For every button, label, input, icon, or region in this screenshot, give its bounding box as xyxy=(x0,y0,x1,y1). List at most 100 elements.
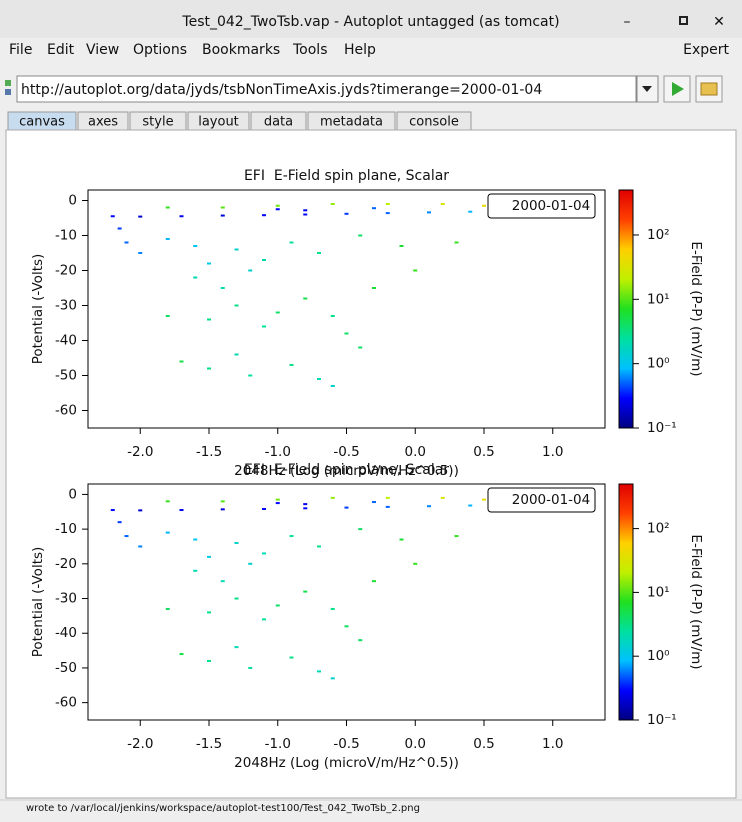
data-point xyxy=(248,374,253,377)
data-point xyxy=(234,542,239,544)
data-point xyxy=(330,315,335,317)
tab-label: axes xyxy=(88,115,118,130)
data-point xyxy=(262,325,266,328)
data-point xyxy=(344,332,349,335)
tab-label: metadata xyxy=(320,115,383,130)
open-button[interactable] xyxy=(695,75,723,103)
data-point xyxy=(179,215,184,218)
data-point xyxy=(262,214,266,217)
data-point xyxy=(317,545,321,548)
data-point xyxy=(207,660,211,662)
data-point xyxy=(482,498,486,501)
tab-label: console xyxy=(409,115,459,130)
title-bar xyxy=(0,0,742,38)
data-point xyxy=(303,503,308,506)
plot: EFI E-Field spin plane, Scalar -2.0 -1.5 -1… xyxy=(30,168,704,479)
close-button[interactable]: ✕ xyxy=(713,14,725,30)
x-tick-label: 0.0 xyxy=(405,736,426,752)
data-point xyxy=(207,262,211,265)
x-tick-label: -0.5 xyxy=(333,736,359,752)
menu-item[interactable]: Edit xyxy=(47,42,75,58)
menu-item[interactable]: File xyxy=(9,42,32,58)
tab-bar: canvas axes style layout data metadata console xyxy=(7,111,472,131)
data-point xyxy=(262,507,266,510)
data-point xyxy=(289,241,294,244)
tab-label: layout xyxy=(198,115,239,130)
data-point xyxy=(220,287,225,289)
annotation: 2000-01-04 xyxy=(512,492,590,508)
data-point xyxy=(220,508,225,511)
data-point xyxy=(207,555,211,558)
maximize-button[interactable] xyxy=(679,16,688,25)
data-point xyxy=(482,204,486,207)
url-text: http://autoplot.org/data/jyds/tsbNonTime… xyxy=(21,82,542,98)
expert-menu[interactable]: Expert xyxy=(683,42,729,58)
data-point xyxy=(330,496,335,499)
data-point xyxy=(165,500,170,503)
menu-item[interactable]: View xyxy=(86,42,119,58)
data-point xyxy=(454,241,459,244)
colorbar-title: E-Field (P-P) (mV/m) xyxy=(688,534,704,669)
plot: EFI E-Field spin plane, Scalar -2.0 -1.5 -1… xyxy=(30,462,704,771)
x-tick-label: -1.0 xyxy=(265,736,291,752)
x-tick-label: 0.5 xyxy=(473,736,494,752)
menu-item[interactable]: Bookmarks xyxy=(202,42,280,58)
data-point xyxy=(220,500,225,503)
data-point xyxy=(372,501,376,504)
y-tick-label: -40 xyxy=(55,625,77,641)
data-point xyxy=(275,204,280,207)
data-point xyxy=(358,346,363,349)
data-point xyxy=(303,590,308,593)
y-tick-label: -60 xyxy=(55,695,77,711)
data-point xyxy=(248,269,253,272)
y-tick-label: -10 xyxy=(55,228,77,244)
data-point xyxy=(262,618,266,621)
minimize-button[interactable]: – xyxy=(624,14,631,30)
data-point xyxy=(275,311,280,314)
data-point xyxy=(330,203,335,205)
annotation: 2000-01-04 xyxy=(512,198,590,214)
data-point xyxy=(262,259,266,261)
data-point xyxy=(440,203,445,205)
data-point xyxy=(234,597,239,600)
data-point xyxy=(358,528,363,531)
data-point xyxy=(275,502,280,505)
x-axis-title: 2048Hz (Log (microV/m/Hz^0.5)) xyxy=(234,755,459,771)
data-point xyxy=(193,245,198,247)
x-tick-label: -0.5 xyxy=(333,444,359,460)
data-point xyxy=(220,214,225,217)
plot-area xyxy=(87,483,606,721)
colorbar-tick-label: 10⁻¹ xyxy=(647,712,677,728)
url-field[interactable] xyxy=(16,75,637,103)
data-point xyxy=(303,507,308,510)
data-point xyxy=(413,269,418,272)
y-axis-title: Potential (-Volts) xyxy=(30,547,46,658)
y-tick-label: -30 xyxy=(55,591,77,607)
data-point xyxy=(344,212,349,215)
x-tick-label: 1.0 xyxy=(542,444,563,460)
data-point xyxy=(275,498,280,501)
data-point xyxy=(385,496,390,499)
data-point xyxy=(165,607,170,610)
menu-item[interactable]: Options xyxy=(133,42,187,58)
plots: EFI E-Field spin plane, Scalar -2.0 -1.5 -1… xyxy=(30,168,704,771)
data-point xyxy=(117,521,122,524)
colorbar-tick-label: 10⁰ xyxy=(647,648,670,664)
y-tick-label: -20 xyxy=(55,556,77,572)
data-point xyxy=(289,364,294,366)
x-tick-label: 0.5 xyxy=(473,444,494,460)
menu-item[interactable]: Tools xyxy=(292,42,328,58)
data-point xyxy=(427,505,431,508)
data-point xyxy=(138,215,143,218)
status-text: wrote to /var/local/jenkins/workspace/au… xyxy=(26,803,420,814)
menu-item[interactable]: Help xyxy=(344,42,376,58)
colorbar-tick-label: 10⁰ xyxy=(647,356,670,372)
x-tick-label: 1.0 xyxy=(542,736,563,752)
data-point xyxy=(165,531,170,534)
data-point xyxy=(220,580,225,583)
data-point xyxy=(385,212,390,215)
data-point xyxy=(117,227,122,230)
colorbar-tick-label: 10¹ xyxy=(647,584,670,600)
colorbar-tick-label: 10¹ xyxy=(647,291,670,307)
data-point xyxy=(317,378,321,380)
